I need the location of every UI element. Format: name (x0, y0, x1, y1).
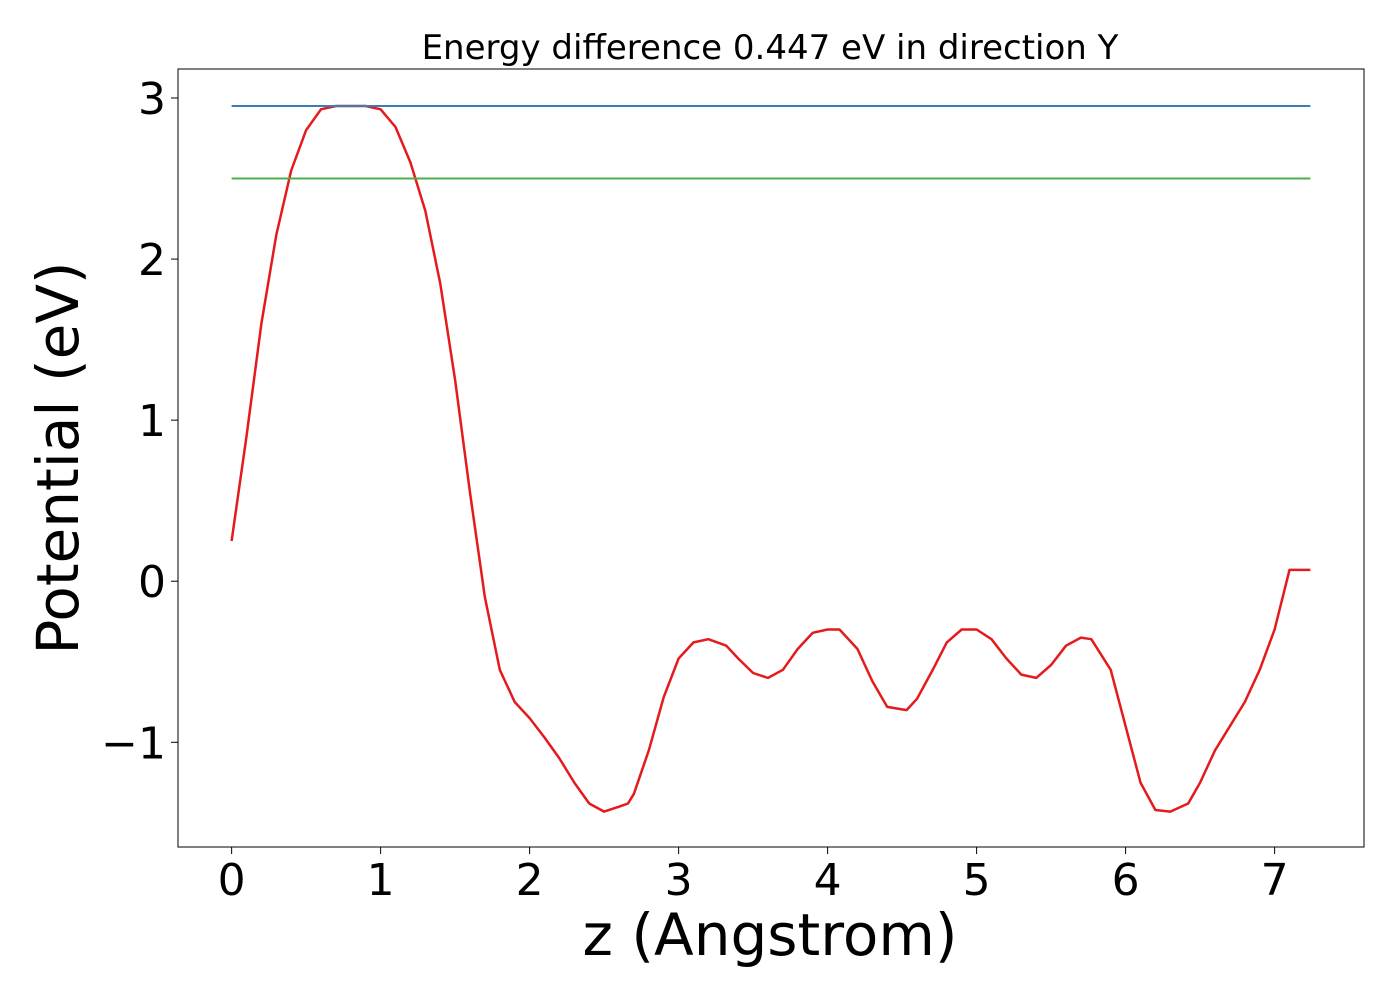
chart-title: Energy difference 0.447 eV in direction … (422, 28, 1119, 68)
series-layer (230, 104, 1311, 813)
series-line-1 (230, 104, 1311, 813)
x-tick-label: 1 (367, 855, 395, 906)
x-axis-label: z (Angstrom) (583, 901, 958, 969)
x-tick-label: 6 (1112, 855, 1140, 906)
y-axis-label: Potential (eV) (24, 261, 92, 654)
y-axis-ticks: −1 0 1 2 3 (101, 74, 178, 769)
y-tick-label: −1 (101, 718, 166, 769)
y-tick-label: 0 (138, 557, 166, 608)
x-tick-label: 2 (516, 855, 544, 906)
x-tick-label: 7 (1261, 855, 1289, 906)
x-axis-ticks: 0 1 2 3 4 5 6 7 (218, 847, 1289, 906)
x-tick-label: 3 (665, 855, 693, 906)
x-tick-label: 0 (218, 855, 246, 906)
y-tick-label: 3 (138, 74, 166, 125)
x-tick-label: 4 (814, 855, 842, 906)
x-tick-label: 5 (963, 855, 991, 906)
plot-frame (177, 68, 1365, 848)
y-tick-label: 2 (138, 235, 166, 286)
y-tick-label: 1 (138, 396, 166, 447)
